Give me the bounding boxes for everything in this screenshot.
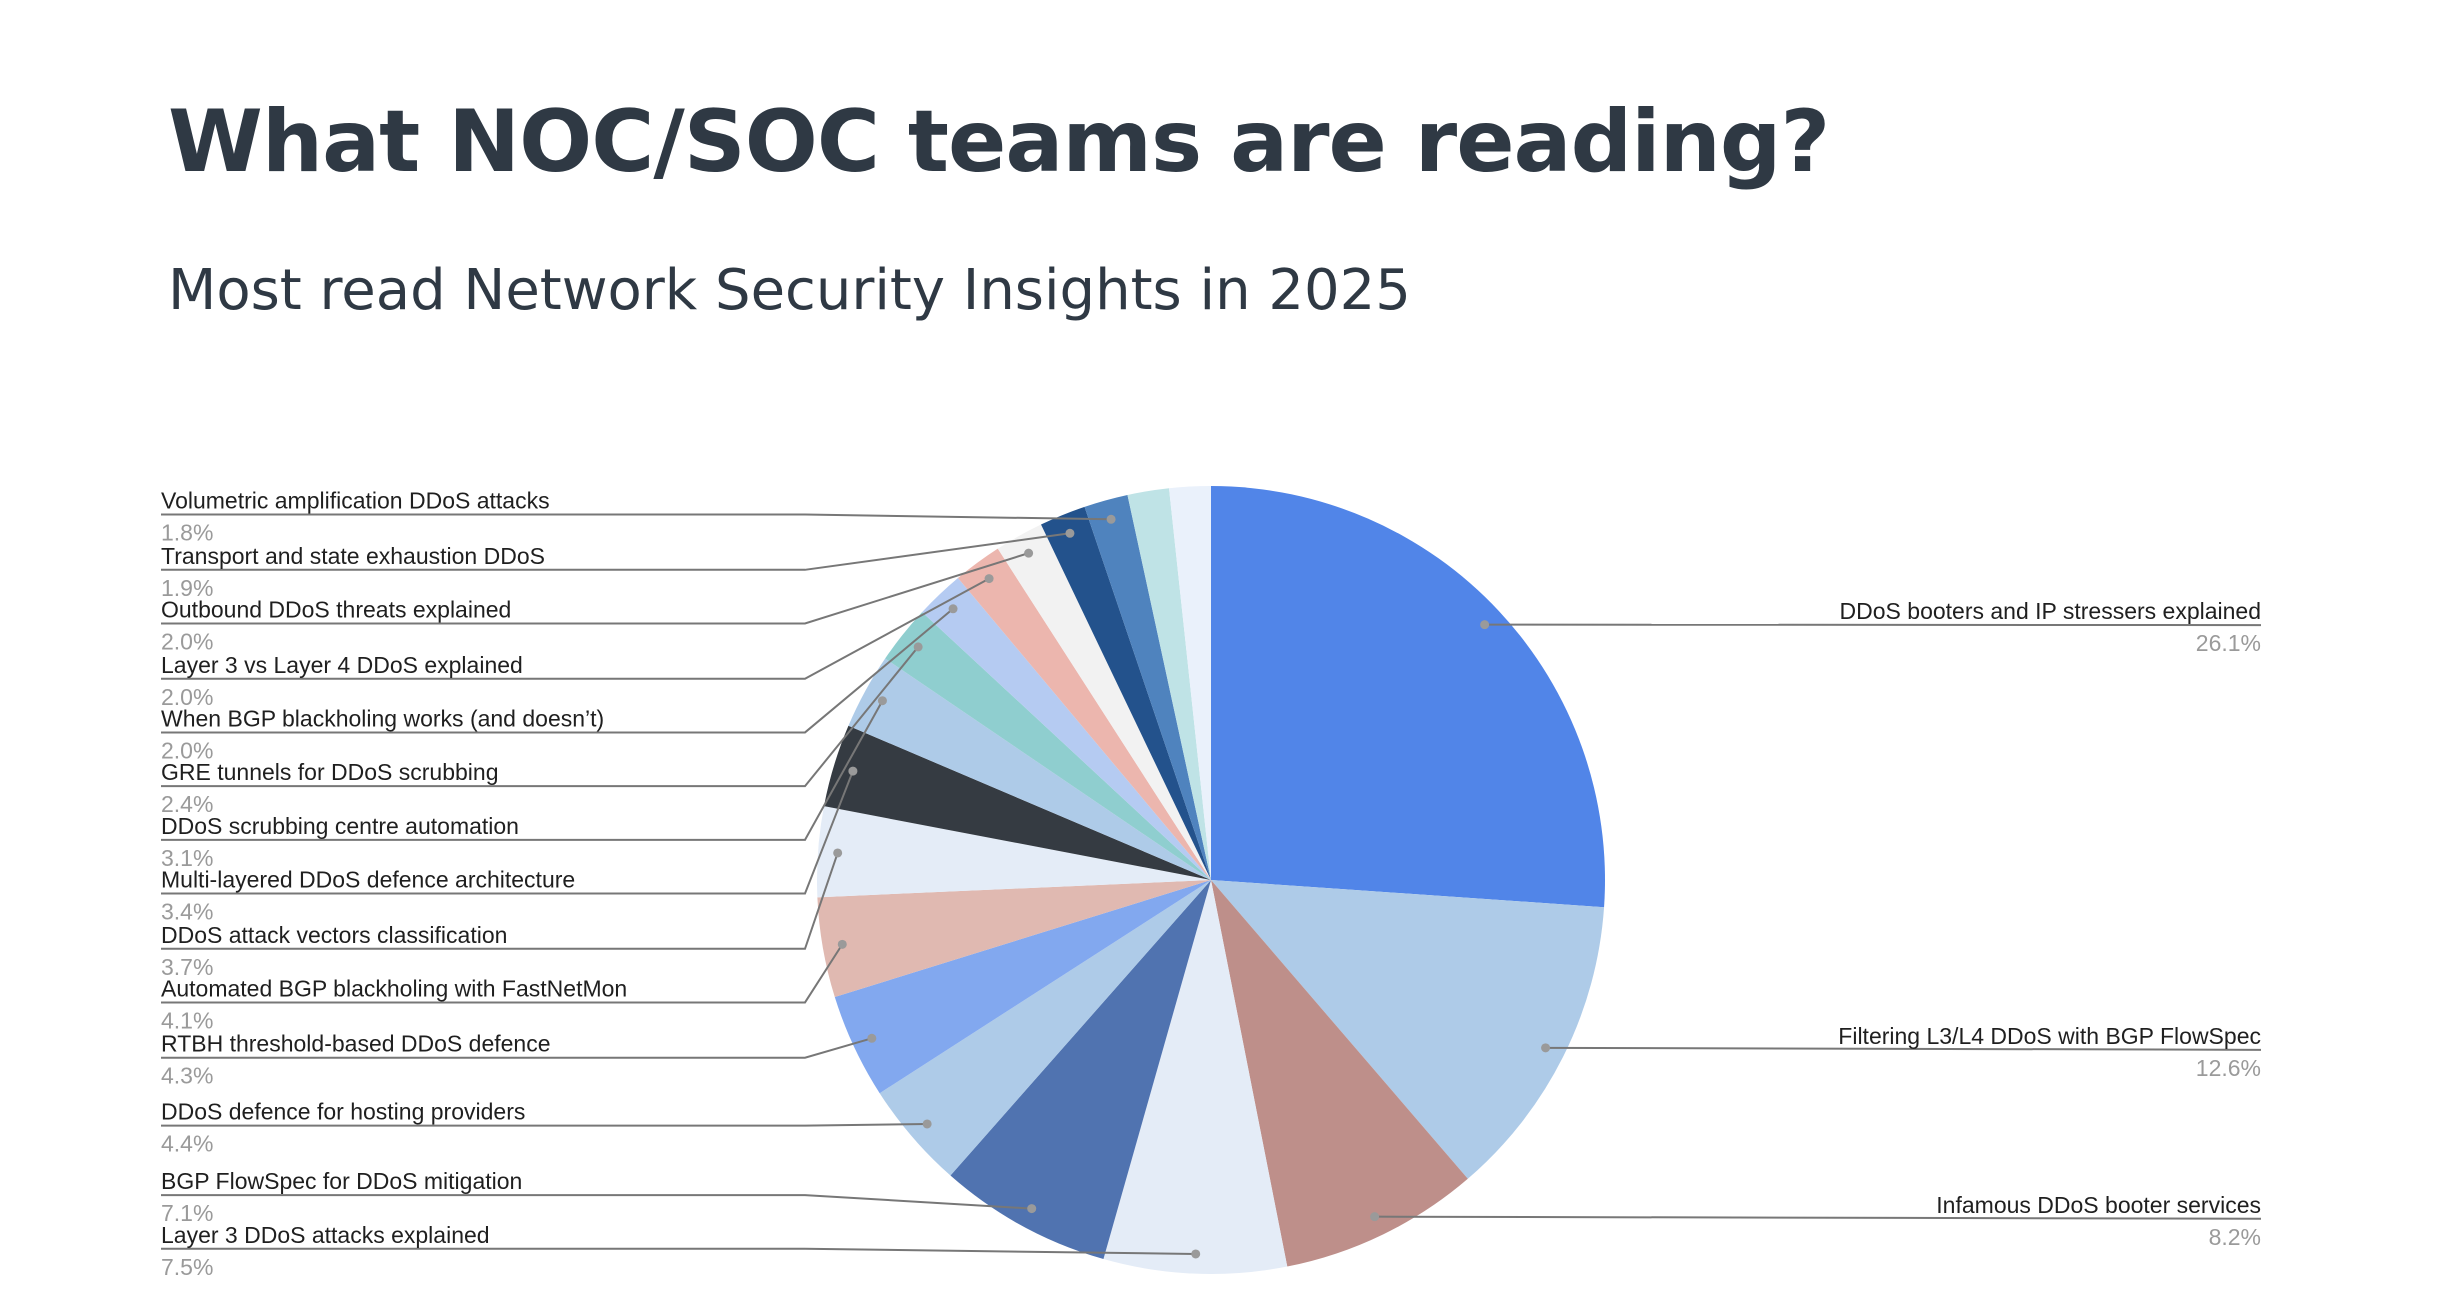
leader-line — [161, 532, 1071, 571]
slice-percent: 4.4% — [161, 1131, 213, 1157]
leader-line — [161, 943, 844, 1004]
slice-percent: 3.4% — [161, 899, 213, 925]
leader-dot — [1027, 1204, 1037, 1214]
leader-dot — [1024, 548, 1034, 558]
leader-line — [161, 1122, 928, 1127]
leader-line — [161, 1037, 873, 1059]
slice-percent: 12.6% — [2196, 1055, 2261, 1081]
slice-label: Volumetric amplification DDoS attacks — [161, 488, 550, 514]
page-subtitle: Most read Network Security Insights in 2… — [168, 258, 1411, 323]
leader-line — [1374, 1215, 2262, 1220]
slice-label: Layer 3 vs Layer 4 DDoS explained — [161, 652, 523, 678]
leader-dot — [948, 604, 958, 614]
pie-slice — [922, 578, 1211, 880]
slice-label: Infamous DDoS booter services — [1936, 1192, 2261, 1218]
pie-slice — [1127, 488, 1211, 880]
slice-percent: 7.5% — [161, 1254, 213, 1280]
leader-line — [161, 1194, 1032, 1210]
pie-slice — [1041, 506, 1211, 880]
slice-percent: 3.1% — [161, 845, 213, 871]
slice-label: Multi-layered DDoS defence architecture — [161, 867, 575, 893]
pie-slices — [817, 486, 1606, 1274]
slice-percent: 8.2% — [2209, 1224, 2261, 1250]
leader-dot — [837, 939, 847, 949]
slice-percent: 26.1% — [2196, 630, 2261, 656]
slice-percent: 7.1% — [161, 1200, 213, 1226]
leader-dot — [1541, 1043, 1551, 1053]
leader-dot — [1191, 1249, 1201, 1259]
slice-label: DDoS defence for hosting providers — [161, 1099, 525, 1125]
leader-dot — [984, 574, 994, 584]
slice-label: DDoS scrubbing centre automation — [161, 813, 519, 839]
leader-dot — [848, 766, 858, 776]
pie-slice — [1211, 880, 1468, 1267]
slice-percent: 2.0% — [161, 737, 213, 763]
slice-label: DDoS attack vectors classification — [161, 922, 507, 948]
slice-label: Outbound DDoS threats explained — [161, 596, 511, 622]
leader-line — [161, 852, 839, 950]
slice-labels: DDoS booters and IP stressers explained 2… — [161, 488, 2261, 1280]
leader-line — [161, 552, 1029, 625]
slice-label: When BGP blackholing works (and doesn’t) — [161, 705, 604, 731]
slice-percent: 2.4% — [161, 791, 213, 817]
pie-slice — [997, 524, 1211, 880]
leader-dot — [1065, 528, 1075, 538]
leader-dot — [922, 1119, 932, 1129]
leader-dot — [867, 1033, 877, 1043]
pie-slice — [817, 880, 1211, 998]
leader-dot — [833, 848, 843, 858]
pie-slice — [1103, 880, 1288, 1274]
leader-line — [161, 646, 919, 788]
leader-dot — [1370, 1212, 1380, 1222]
pie-slice — [885, 612, 1211, 880]
page-title: What NOC/SOC teams are reading? — [168, 92, 1830, 192]
pie-slice — [879, 880, 1211, 1176]
pie-slice — [950, 880, 1211, 1260]
slice-percent: 2.0% — [161, 628, 213, 654]
slice-label: Filtering L3/L4 DDoS with BGP FlowSpec — [1838, 1023, 2261, 1049]
pie-slice — [1211, 486, 1606, 908]
slice-label: Transport and state exhaustion DDoS — [161, 543, 545, 569]
leader-line — [1545, 1046, 2262, 1051]
leader-dot — [1106, 514, 1116, 524]
pie-slice — [817, 806, 1211, 898]
slice-percent: 1.8% — [161, 520, 213, 546]
leader-dot — [877, 696, 887, 706]
slice-percent: 1.9% — [161, 575, 213, 601]
pie-slice — [1211, 880, 1605, 1179]
leader-dot — [1480, 620, 1490, 630]
leader-line — [161, 1247, 1196, 1255]
pie-slice — [1168, 486, 1211, 880]
slice-percent: 2.0% — [161, 684, 213, 710]
leader-line — [161, 700, 884, 841]
slice-label: Layer 3 DDoS attacks explained — [161, 1222, 490, 1248]
pie-slice — [823, 725, 1211, 880]
leader-line — [161, 513, 1112, 521]
slice-label: BGP FlowSpec for DDoS mitigation — [161, 1168, 522, 1194]
leader-lines — [161, 513, 2262, 1259]
slice-label: Automated BGP blackholing with FastNetMo… — [161, 975, 627, 1001]
leader-line — [161, 770, 854, 895]
slice-label: GRE tunnels for DDoS scrubbing — [161, 759, 499, 785]
slice-label: DDoS booters and IP stressers explained — [1840, 598, 2261, 624]
pie-slice — [1084, 494, 1211, 880]
leader-line — [161, 607, 954, 734]
leader-dot — [913, 642, 923, 652]
leader-line — [161, 577, 990, 680]
slice-label: RTBH threshold-based DDoS defence — [161, 1031, 551, 1057]
pie-slice — [957, 548, 1211, 880]
pie-slice — [848, 658, 1211, 880]
slice-percent: 3.7% — [161, 954, 213, 980]
slice-percent: 4.1% — [161, 1007, 213, 1033]
pie-slice — [834, 880, 1211, 1094]
slice-percent: 4.3% — [161, 1063, 213, 1089]
